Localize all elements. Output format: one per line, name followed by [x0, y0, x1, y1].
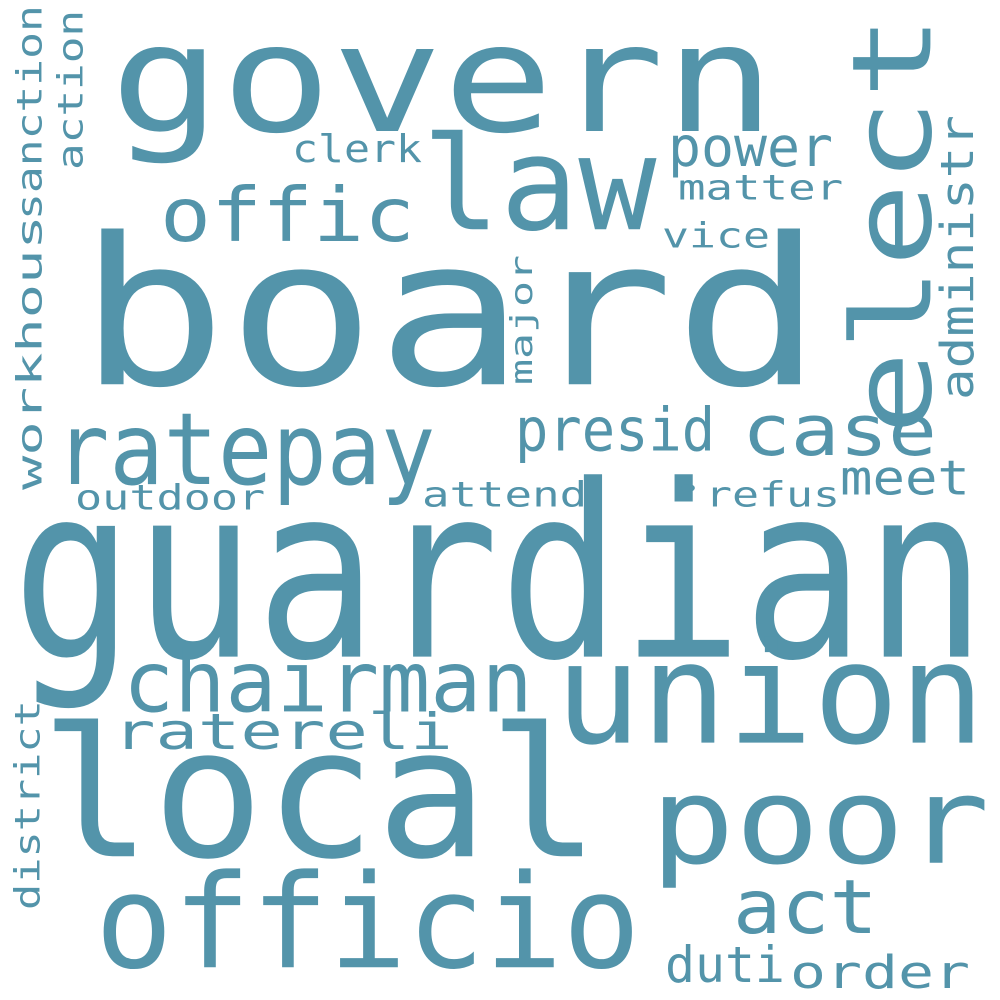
word-govern: govern [110, 0, 776, 167]
word-act: act [733, 863, 878, 951]
word-vice: vice [662, 214, 770, 256]
word-outdoor: outdoor [75, 476, 266, 518]
word-matter: matter [678, 166, 844, 208]
word-poor: poor [650, 751, 990, 892]
word-refus: refus [705, 473, 841, 515]
word-bullet: • [674, 472, 703, 506]
word-local: local [40, 688, 601, 900]
word-ratepay: ratepay [55, 391, 436, 508]
word-workhous: workhous [8, 215, 50, 491]
word-ratereli: ratereli [113, 702, 453, 761]
word-chairman: chairman [123, 632, 533, 732]
word-sanction: sanction [8, 5, 50, 221]
word-district: district [6, 700, 48, 910]
word-duti: duti [665, 935, 785, 994]
word-administr: administr [930, 115, 984, 400]
word-meet: meet [840, 449, 970, 506]
word-union: union [555, 612, 986, 777]
word-order: order [790, 945, 971, 999]
word-offic: offic [160, 171, 416, 259]
word-case: case [742, 389, 937, 472]
word-presid: presid [515, 394, 716, 465]
word-power: power [668, 115, 834, 180]
word-attend: attend [422, 473, 588, 515]
word-major: major [504, 254, 540, 385]
word-clerk: clerk [292, 126, 423, 172]
word-action: action [49, 9, 91, 170]
word-officio: officio [95, 846, 641, 999]
word-law: law [422, 108, 657, 261]
word-guardian: guardian [12, 433, 987, 715]
word-board: board [78, 193, 824, 434]
